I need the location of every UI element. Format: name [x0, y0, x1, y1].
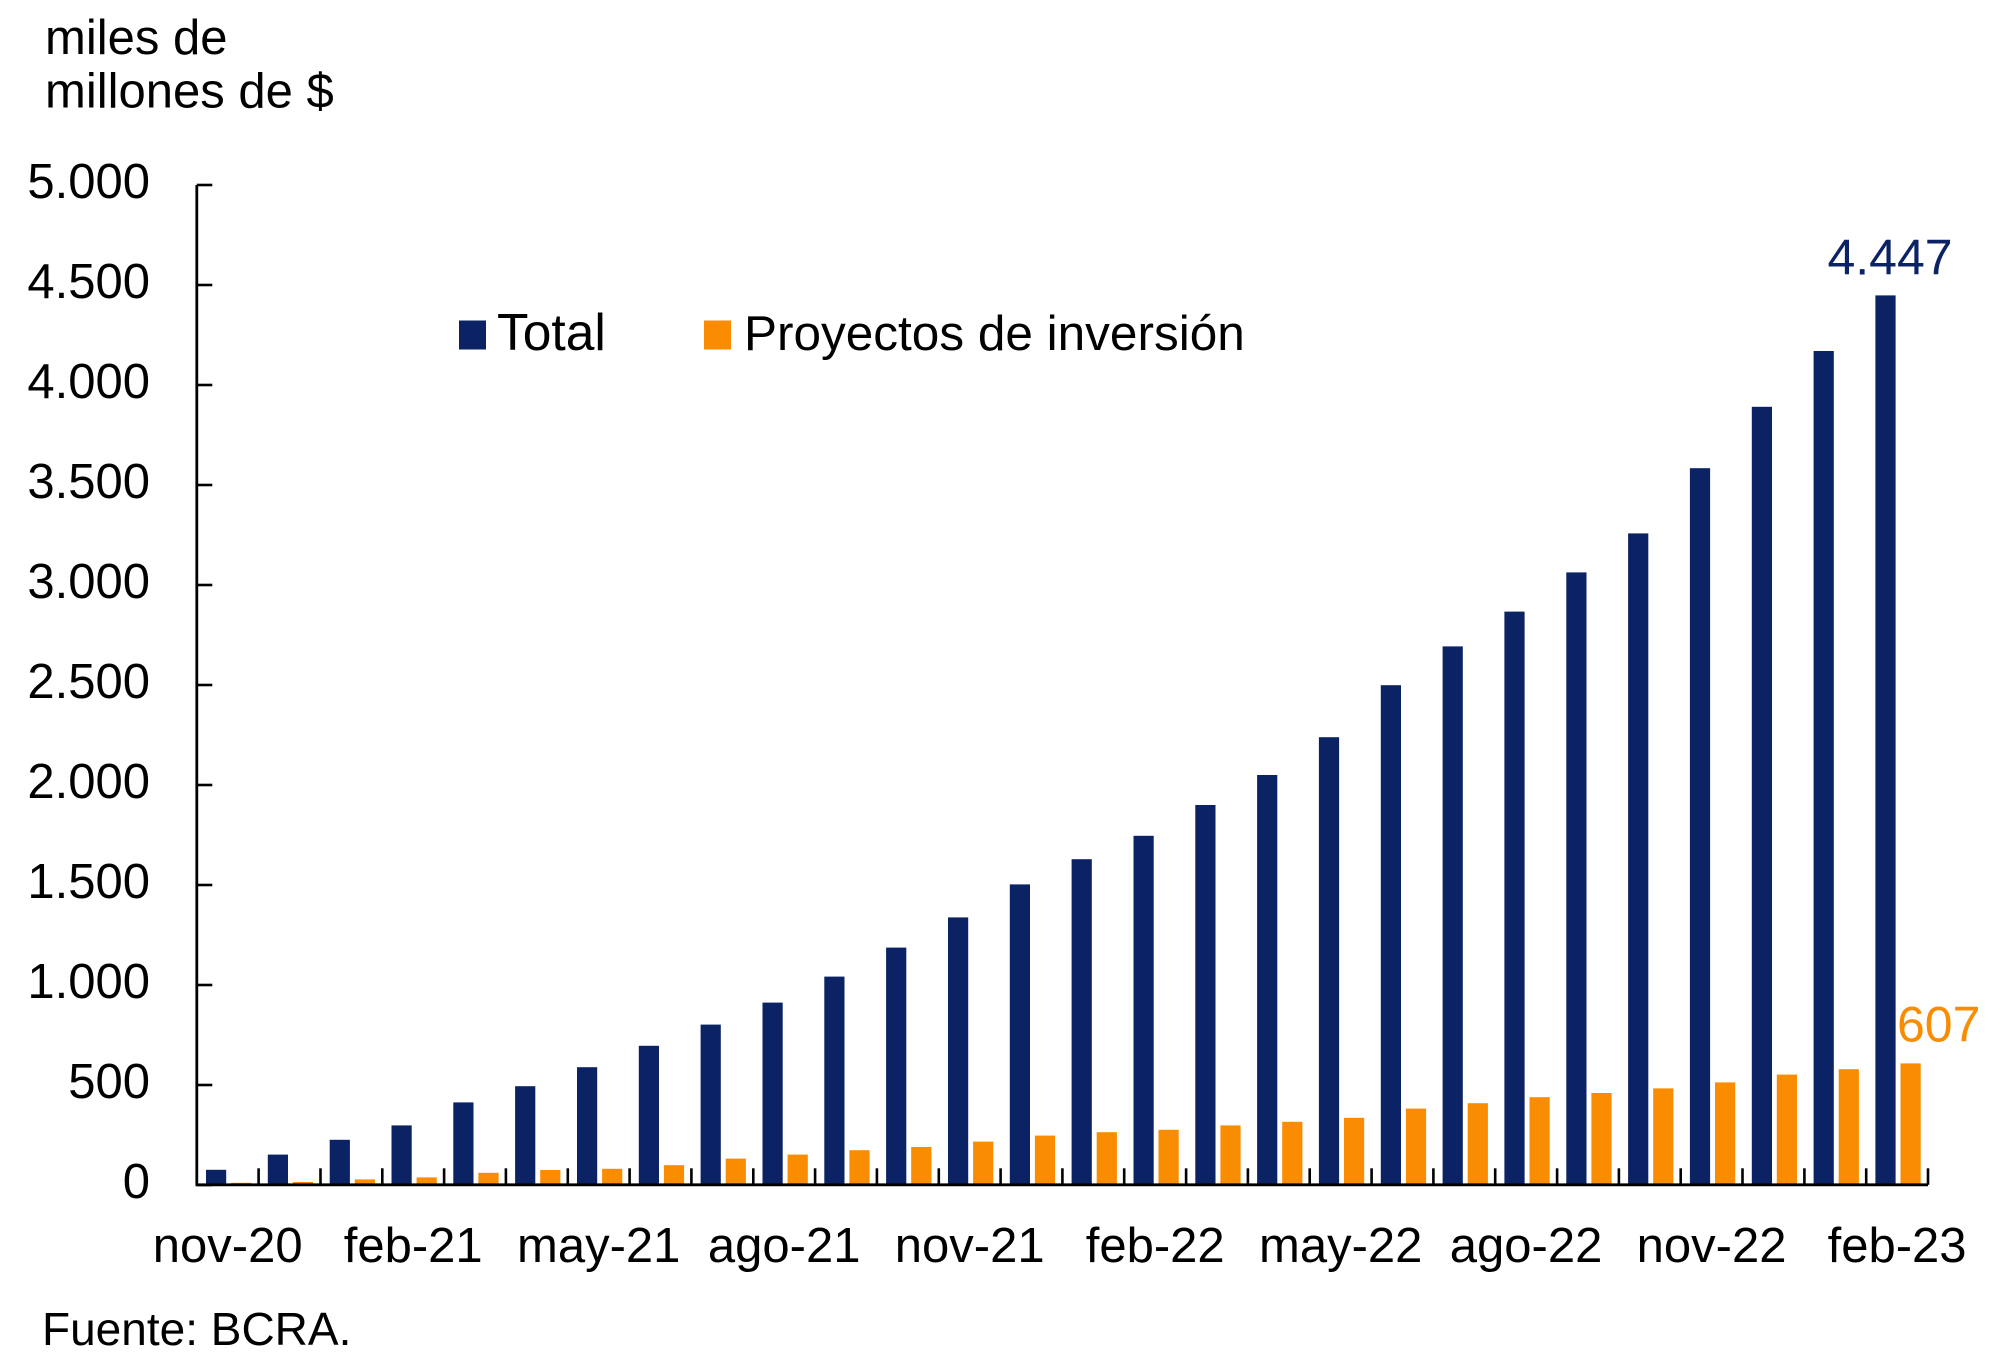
svg-text:may-22: may-22 — [1259, 1219, 1422, 1273]
svg-text:1.000: 1.000 — [27, 955, 150, 1009]
svg-text:nov-21: nov-21 — [895, 1219, 1045, 1273]
svg-text:feb-22: feb-22 — [1086, 1219, 1225, 1273]
svg-text:miles de: miles de — [45, 11, 227, 65]
svg-text:500: 500 — [68, 1055, 150, 1109]
svg-text:4.000: 4.000 — [27, 355, 150, 409]
svg-text:3.500: 3.500 — [27, 455, 150, 509]
svg-text:ago-21: ago-21 — [708, 1219, 861, 1273]
svg-text:1.500: 1.500 — [27, 855, 150, 909]
svg-text:nov-20: nov-20 — [153, 1219, 303, 1273]
svg-text:0: 0 — [123, 1155, 150, 1209]
svg-text:may-21: may-21 — [517, 1219, 680, 1273]
svg-text:5.000: 5.000 — [27, 155, 150, 209]
svg-text:feb-21: feb-21 — [344, 1219, 483, 1273]
svg-text:3.000: 3.000 — [27, 555, 150, 609]
svg-text:nov-22: nov-22 — [1637, 1219, 1787, 1273]
svg-text:ago-22: ago-22 — [1450, 1219, 1603, 1273]
svg-text:4.500: 4.500 — [27, 255, 150, 309]
svg-text:millones de $: millones de $ — [45, 65, 334, 119]
svg-text:Fuente: BCRA.: Fuente: BCRA. — [42, 1303, 351, 1355]
svg-text:feb-23: feb-23 — [1828, 1219, 1967, 1273]
svg-text:4.447: 4.447 — [1827, 230, 1952, 286]
svg-text:2.500: 2.500 — [27, 655, 150, 709]
svg-text:Proyectos de inversión: Proyectos de inversión — [744, 306, 1245, 361]
svg-text:Total: Total — [497, 303, 606, 361]
svg-text:2.000: 2.000 — [27, 755, 150, 809]
svg-text:607: 607 — [1897, 997, 1980, 1053]
